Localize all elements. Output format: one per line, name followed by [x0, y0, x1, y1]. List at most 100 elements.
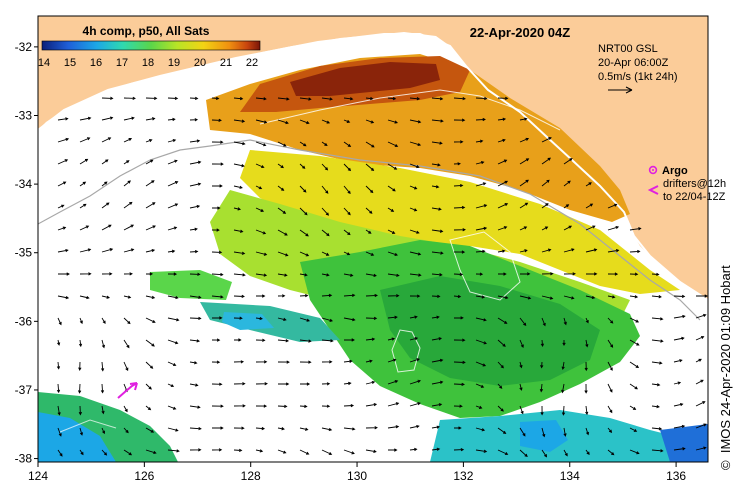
current-arrow — [233, 426, 245, 430]
current-arrow — [167, 295, 179, 300]
current-arrow — [167, 405, 177, 410]
current-arrow — [453, 97, 466, 101]
argo-legend: Argo drifters@12h to 22/04-12Z — [647, 165, 726, 203]
current-arrow — [695, 446, 707, 451]
current-arrow — [321, 163, 329, 171]
current-arrow — [233, 273, 246, 277]
current-arrow — [189, 249, 199, 254]
current-arrow — [57, 204, 65, 209]
current-arrow — [123, 361, 129, 372]
current-arrow — [299, 317, 310, 322]
current-arrow — [300, 382, 311, 386]
current-arrow — [409, 402, 421, 407]
current-arrow — [387, 251, 398, 256]
current-arrow — [519, 405, 524, 415]
current-arrow — [57, 427, 62, 437]
current-arrow — [101, 116, 114, 121]
current-arrow — [607, 317, 614, 324]
current-arrow — [277, 317, 287, 321]
current-arrow — [365, 207, 373, 214]
current-arrow — [189, 383, 199, 387]
current-arrow — [629, 295, 639, 299]
current-arrow — [673, 402, 684, 407]
colorbar-tick-label: 22 — [246, 57, 258, 69]
current-arrow — [233, 119, 246, 123]
x-tick-label: 130 — [347, 469, 367, 483]
y-tick-label: -34 — [15, 177, 33, 191]
sst-patch-west — [150, 270, 232, 300]
current-arrow — [651, 339, 664, 343]
current-arrow — [696, 294, 708, 298]
current-arrow — [299, 360, 312, 364]
current-arrow — [167, 449, 180, 453]
legend-product: NRT00 GSL — [598, 43, 658, 55]
current-arrow — [431, 119, 444, 123]
current-arrow — [585, 405, 589, 416]
current-arrow — [233, 185, 243, 189]
current-arrow — [497, 249, 506, 253]
drifters-to-label: to 22/04-12Z — [663, 191, 726, 203]
current-arrow — [387, 141, 399, 148]
current-arrow — [431, 315, 440, 319]
colorbar-gradient — [41, 40, 261, 51]
current-arrow — [387, 163, 398, 170]
current-arrow — [651, 383, 661, 387]
legend-date: 20-Apr 06:00Z — [598, 57, 669, 69]
current-arrow — [101, 405, 105, 415]
current-arrow — [321, 273, 330, 277]
colorbar-tick-label: 15 — [64, 57, 76, 69]
current-arrow — [211, 140, 224, 144]
current-arrow — [475, 272, 484, 276]
current-arrow — [167, 138, 177, 143]
current-arrow — [387, 315, 398, 319]
current-arrow — [585, 317, 589, 324]
current-arrow — [145, 339, 155, 347]
current-arrow — [387, 273, 400, 277]
current-arrow — [431, 403, 443, 407]
current-arrow — [57, 317, 62, 326]
current-arrow — [387, 358, 397, 363]
argo-float-icon — [648, 165, 658, 175]
current-arrow — [454, 426, 462, 430]
current-arrow — [651, 295, 662, 299]
sst-south-cyan — [430, 410, 708, 462]
current-arrow — [695, 379, 704, 385]
current-arrow — [57, 137, 70, 143]
current-arrow — [145, 159, 154, 165]
current-arrow — [321, 449, 333, 456]
current-arrow — [212, 206, 221, 210]
current-arrow — [78, 361, 82, 371]
current-arrow — [278, 382, 290, 386]
current-arrow — [629, 339, 640, 346]
current-arrow — [189, 139, 201, 143]
current-arrow — [100, 383, 105, 394]
current-arrow — [519, 117, 528, 121]
current-arrow — [189, 295, 202, 299]
current-arrow — [629, 449, 640, 455]
current-arrow — [123, 427, 129, 434]
current-arrow — [212, 184, 223, 188]
current-arrow — [431, 229, 444, 233]
current-arrow — [78, 339, 83, 348]
current-arrow — [57, 339, 61, 346]
current-arrow — [563, 248, 575, 253]
current-arrow — [79, 158, 89, 165]
current-arrow — [497, 203, 509, 209]
current-arrow — [409, 315, 418, 319]
current-arrow — [365, 96, 374, 101]
current-arrow — [101, 449, 108, 456]
current-arrow — [453, 250, 466, 254]
legend-scale: 0.5m/s (1kt 24h) — [598, 71, 677, 83]
current-arrow — [497, 138, 506, 143]
current-arrow — [211, 404, 224, 408]
current-arrow — [409, 424, 420, 429]
current-arrow — [541, 137, 552, 143]
current-arrow — [233, 229, 244, 233]
current-arrow — [145, 361, 154, 369]
current-arrow — [585, 427, 590, 436]
colorbar-tick-label: 21 — [220, 57, 232, 69]
current-arrow — [123, 201, 133, 209]
current-arrow — [541, 427, 546, 438]
current-arrow — [79, 427, 84, 436]
current-arrow — [519, 249, 528, 253]
